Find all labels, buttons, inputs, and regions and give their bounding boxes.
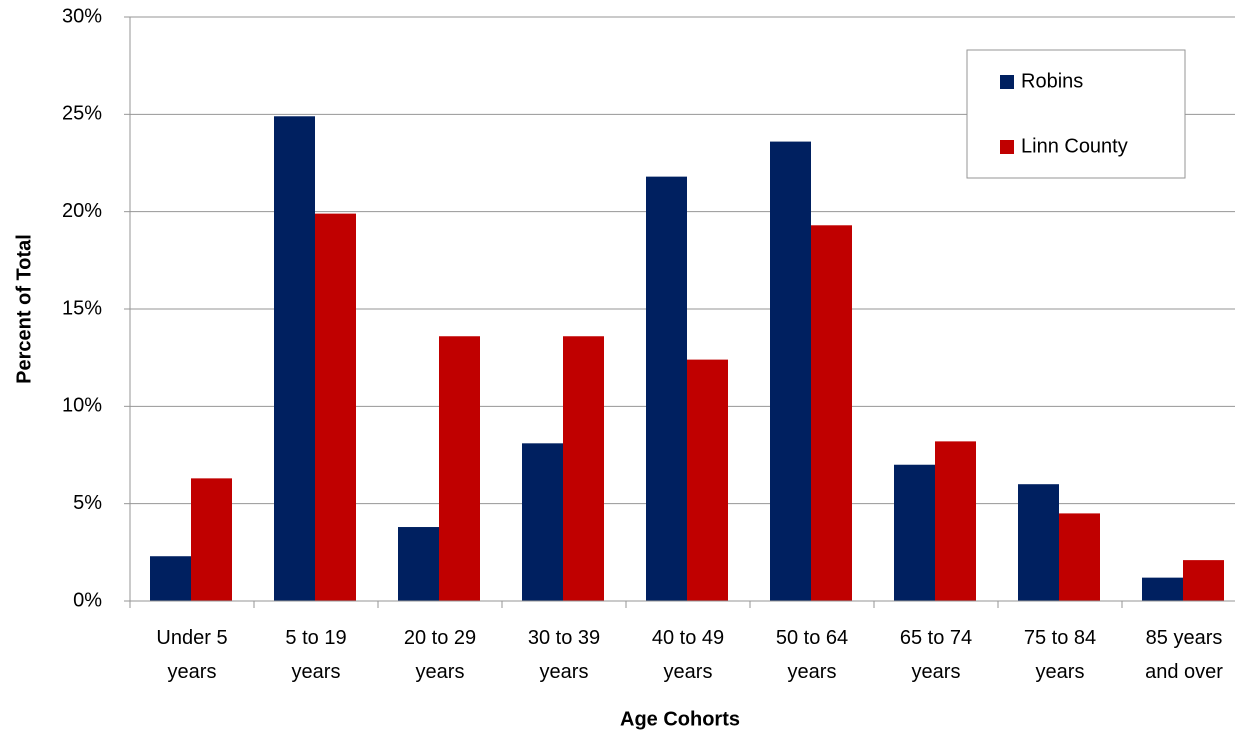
x-tick-label: 50 to 64 years [775, 627, 849, 683]
bar [150, 556, 191, 601]
y-tick-label: 0% [73, 589, 102, 611]
x-tick-label-box: Under 5 years [156, 627, 228, 683]
x-tick-label: Under 5 years [156, 627, 228, 683]
y-tick-label: 20% [62, 200, 102, 222]
bar [563, 336, 604, 601]
y-tick-label: 10% [62, 395, 102, 417]
bar [1018, 484, 1059, 601]
bar [894, 464, 935, 601]
bar [1059, 513, 1100, 601]
bar [398, 527, 439, 601]
bar [770, 141, 811, 601]
y-tick-label: 5% [73, 492, 102, 514]
x-tick-label-box: 20 to 29 years [403, 627, 477, 683]
x-tick-label: 65 to 74 years [899, 627, 973, 683]
x-tick-label: 20 to 29 years [403, 627, 477, 683]
x-tick-label-box: 5 to 19 years [285, 627, 347, 683]
bar [191, 478, 232, 601]
y-tick-label: 25% [62, 103, 102, 125]
bar [646, 176, 687, 602]
x-tick-label-box: 30 to 39 years [527, 627, 601, 683]
bar [439, 336, 480, 601]
y-tick-label: 15% [62, 297, 102, 319]
x-tick-label: 85 years and over [1145, 627, 1223, 683]
x-tick-label: 30 to 39 years [527, 627, 601, 683]
y-axis-title: Percent of Total [13, 234, 35, 384]
bar [1142, 577, 1183, 601]
bar [522, 443, 563, 601]
x-tick-label-box: 65 to 74 years [899, 627, 973, 683]
legend-swatch [1000, 75, 1014, 89]
bar [687, 359, 728, 601]
bar [274, 116, 315, 601]
x-tick-label-box: 75 to 84 years [1023, 627, 1097, 683]
bar [1183, 560, 1224, 601]
bar [811, 225, 852, 601]
legend-swatch [1000, 140, 1014, 154]
x-tick-label: 40 to 49 years [651, 627, 725, 683]
bar [315, 213, 356, 601]
x-tick-label: 5 to 19 years [285, 627, 347, 683]
x-tick-label-box: 50 to 64 years [775, 627, 849, 683]
y-tick-label: 30% [62, 5, 102, 27]
x-tick-label: 75 to 84 years [1023, 627, 1097, 683]
x-axis-title: Age Cohorts [620, 708, 740, 730]
legend-box [966, 49, 1186, 179]
x-tick-label-box: 85 years and over [1145, 627, 1223, 683]
legend-label: Linn County [1021, 135, 1128, 157]
x-tick-label-box: 40 to 49 years [651, 627, 725, 683]
bar [935, 441, 976, 601]
legend-label: Robins [1021, 70, 1083, 92]
